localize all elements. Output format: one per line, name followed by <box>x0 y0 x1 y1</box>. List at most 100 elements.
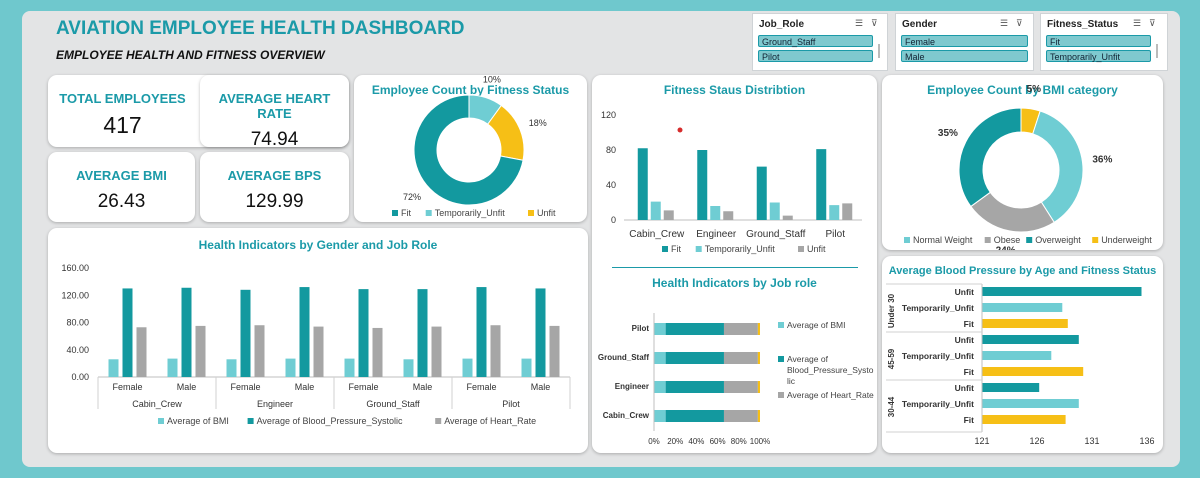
legend-swatch-underweight <box>1092 237 1099 243</box>
slicer-scrollbar[interactable] <box>878 44 880 58</box>
bar-under-30-fit <box>982 319 1068 328</box>
legend-label-underweight: Underweight <box>1101 235 1152 245</box>
legend-label-average-of-blood-pressure-systolic: Average of Blood_Pressure_Systo lic <box>787 354 874 386</box>
fitness-distribution-chart: 0 40 80 120 Cabin_Crew Engineer Ground_Staff Pi… <box>601 110 862 254</box>
slicer-job-role[interactable]: Job_Role ☰ ⊽ Ground_Staff Pilot <box>752 13 888 71</box>
bar-ground-staff-average-of-bmi <box>654 352 666 364</box>
bar-ground-staff-temporarily-unfit <box>769 202 780 220</box>
bar-ground-staff-average-of-heart-rate <box>723 352 758 364</box>
clear-filter-icon[interactable]: ⊽ <box>1149 18 1156 28</box>
bar-male-average-of-blood-pressure-systolic <box>535 288 546 377</box>
x-tick-label: 100% <box>750 437 770 446</box>
legend-swatch-average-of-bmi <box>778 322 784 328</box>
dashboard-subtitle: EMPLOYEE HEALTH AND FITNESS OVERVIEW <box>56 48 325 62</box>
bar-cabin-crew-temporarily-unfit <box>650 201 661 220</box>
slicer-item-male[interactable]: Male <box>901 50 1028 62</box>
multi-select-icon[interactable]: ☰ <box>1000 18 1009 28</box>
legend-swatch-overweight <box>1026 237 1033 243</box>
legend-swatch-fit <box>392 210 398 216</box>
slicer-item-ground-staff[interactable]: Ground_Staff <box>758 35 873 47</box>
slicer-title: Gender <box>902 19 938 30</box>
x-tick-label: 60% <box>710 437 726 446</box>
bar-pilot-unfit <box>842 203 853 220</box>
legend-label-line: Average of <box>787 354 829 364</box>
bar-cabin-crew-unfit <box>663 210 674 220</box>
bar-engineer-average-of-heart-rate <box>723 381 758 393</box>
bar-male-average-of-bmi <box>167 358 178 377</box>
y-tick-label: 160.00 <box>61 263 89 273</box>
donut-slice-normal-weight <box>1032 110 1084 224</box>
row-label-fit: Fit <box>964 415 975 425</box>
legend-swatch-unfit <box>528 210 534 216</box>
legend-label-fit: Fit <box>401 208 411 218</box>
outlier-point <box>677 127 683 133</box>
legend-swatch-temporarily-unfit <box>695 246 702 252</box>
slicer-gender[interactable]: Gender ☰ ⊽ Female Male <box>895 13 1034 71</box>
bar-male-average-of-blood-pressure-systolic <box>417 289 428 377</box>
x-tick-label: Cabin_Crew <box>629 229 685 240</box>
legend-label-overweight: Overweight <box>1035 235 1081 245</box>
x-tick-label: Female <box>112 382 142 392</box>
data-label-temporarily-unfit: 10% <box>483 75 501 85</box>
row-label-unfit: Unfit <box>955 335 975 345</box>
chart-title: Employee Count by BMI category <box>927 83 1118 97</box>
y-tick-label: Ground_Staff <box>598 353 649 362</box>
slicer-fitness-status[interactable]: Fitness_Status ☰ ⊽ Fit Temporarily_Unfit <box>1040 13 1168 71</box>
slicer-item-fit[interactable]: Fit <box>1046 35 1151 47</box>
bar-cabin-crew-average-of-bmi <box>654 410 666 422</box>
slicer-scrollbar[interactable] <box>1156 44 1158 58</box>
bar-engineer-average-of-blood-pressure-systolic <box>665 381 724 393</box>
legend-label-unfit: Unfit <box>537 208 556 218</box>
bar-pilot-temporarily-unfit <box>829 205 840 220</box>
y-tick-label: 40 <box>606 180 616 190</box>
x-tick-label: Female <box>230 382 260 392</box>
y-tick-label: 80.00 <box>66 318 89 328</box>
chart-title: Health Indicators by Gender and Job Role <box>198 238 438 252</box>
bar-engineer-average-of-bmi <box>654 381 666 393</box>
data-label-obese: 24% <box>996 246 1016 250</box>
data-label-overweight: 35% <box>938 128 958 139</box>
legend-swatch-temporarily-unfit <box>425 210 432 216</box>
panel-health-gender-job: Health Indicators by Gender and Job Role… <box>48 228 588 453</box>
panel-blood-pressure: Average Blood Pressure by Age and Fitnes… <box>882 256 1163 453</box>
panel-job-role-charts: Fitness Staus Distribtion 0 40 80 120 Cabin_… <box>592 75 877 453</box>
group-label-pilot: Pilot <box>502 399 520 409</box>
legend-swatch-average-of-blood-pressure-systolic <box>778 356 784 362</box>
slicer-item-pilot[interactable]: Pilot <box>758 50 873 62</box>
bar-pilot-fit <box>816 149 827 220</box>
clear-filter-icon[interactable]: ⊽ <box>1016 18 1023 28</box>
slicer-item-temporarily-unfit[interactable]: Temporarily_Unfit <box>1046 50 1151 62</box>
donut-slice-obese <box>970 191 1055 233</box>
legend-swatch-normal-weight <box>904 237 910 243</box>
bmi-donut-chart: 5% 36% 24% 35% Normal Weight Obese Overweight U… <box>904 84 1152 250</box>
bar-pilot-average-of-bmi <box>654 323 666 335</box>
bar-male-average-of-heart-rate <box>195 325 206 377</box>
health-gender-job-chart: 0.00 40.00 80.00 120.00 160.00 Female Male Fema… <box>61 263 571 426</box>
kpi-label: AVERAGE HEART RATE <box>218 91 331 121</box>
group-label-30-44: 30-44 <box>887 396 896 417</box>
bar-engineer-fit <box>697 150 708 220</box>
kpi-label: AVERAGE BPS <box>227 168 322 183</box>
multi-select-icon[interactable]: ☰ <box>1133 18 1142 28</box>
group-label-cabin-crew: Cabin_Crew <box>132 399 182 409</box>
legend-label-average-of-blood-pressure-systolic: Average of Blood_Pressure_Systolic <box>257 416 403 426</box>
kpi-label: AVERAGE BMI <box>76 168 167 183</box>
bar-engineer-other <box>757 381 760 393</box>
multi-select-icon[interactable]: ☰ <box>855 18 864 28</box>
row-label-temporarily-unfit: Temporarily_Unfit <box>902 303 974 313</box>
y-tick-label: 0 <box>611 215 616 225</box>
bar-45-59-fit <box>982 367 1084 376</box>
group-label-ground-staff: Ground_Staff <box>366 399 420 409</box>
slicer-title: Job_Role <box>759 19 805 30</box>
row-label-unfit: Unfit <box>955 287 975 297</box>
y-tick-label: Engineer <box>615 382 649 391</box>
x-tick-label: 20% <box>667 437 683 446</box>
clear-filter-icon[interactable]: ⊽ <box>871 18 878 28</box>
bar-under-30-unfit <box>982 287 1142 296</box>
row-label-temporarily-unfit: Temporarily_Unfit <box>902 351 974 361</box>
legend-label-average-of-bmi: Average of BMI <box>787 320 845 330</box>
chart-title: Fitness Staus Distribtion <box>663 83 806 97</box>
bar-female-average-of-blood-pressure-systolic <box>476 287 487 377</box>
slicer-item-female[interactable]: Female <box>901 35 1028 47</box>
x-tick-label: Female <box>348 382 378 392</box>
